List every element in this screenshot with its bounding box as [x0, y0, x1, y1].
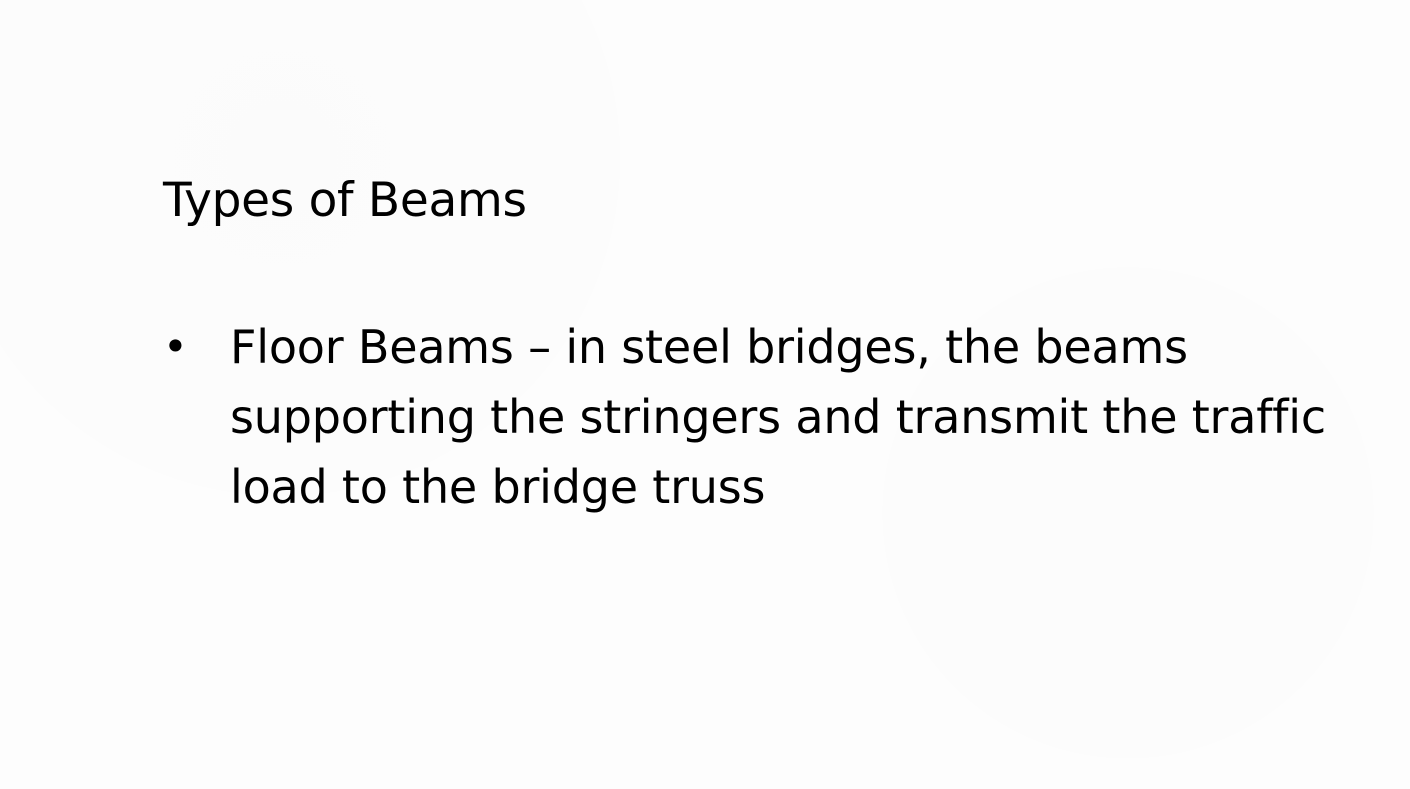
- bullet-text: Floor Beams – in steel bridges, the beam…: [230, 320, 1326, 514]
- slide-title: Types of Beams: [163, 173, 527, 228]
- bullet-item-floor-beams: • Floor Beams – in steel bridges, the be…: [163, 312, 1343, 522]
- bullet-list: • Floor Beams – in steel bridges, the be…: [163, 312, 1343, 522]
- bullet-icon: •: [163, 322, 188, 371]
